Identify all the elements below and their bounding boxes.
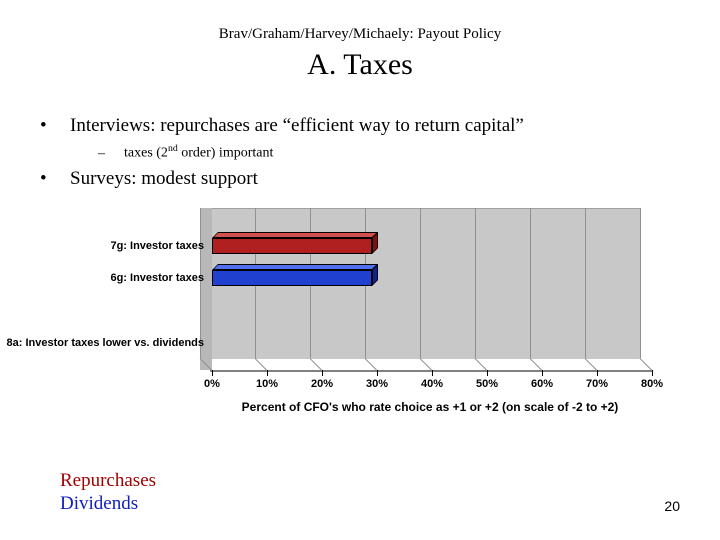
chart-tick-label: 70% [582,378,612,390]
bullet-1-sub: –taxes (2nd order) important [98,143,680,162]
chart-grid-diag [255,358,268,371]
chart-x-axis-title: Percent of CFO's who rate choice as +1 o… [210,400,650,414]
sub-pre: taxes (2 [124,146,168,161]
chart-tick-label: 50% [472,378,502,390]
chart-tick [652,370,653,376]
chart-category-label: 7g: Investor taxes [4,240,204,252]
chart-tick [597,370,598,376]
bullet-list: •Interviews: repurchases are “efficient … [40,115,680,196]
bullet-1-text: Interviews: repurchases are “efficient w… [70,115,524,136]
slide-header: Brav/Graham/Harvey/Michaely: Payout Poli… [0,26,720,43]
chart-tick [212,370,213,376]
chart-gridline [475,208,476,358]
chart-tick [322,370,323,376]
chart-grid-diag [585,358,598,371]
chart-tick [267,370,268,376]
chart-gridline [585,208,586,358]
legend-dividends: Dividends [60,492,156,516]
chart-tick-label: 40% [417,378,447,390]
chart-grid-diag [530,358,543,371]
chart-tick-label: 10% [252,378,282,390]
chart-gridline [530,208,531,358]
chart-grid-diag [475,358,488,371]
legend: Repurchases Dividends [60,469,156,517]
chart-bar [212,238,372,254]
bullet-2-text: Surveys: modest support [70,168,258,189]
chart-tick-label: 60% [527,378,557,390]
chart-plot-area: 0%10%20%30%40%50%60%70%80% [210,220,652,372]
subbullet-marker: – [98,146,124,162]
chart-tick [377,370,378,376]
bullet-2: •Surveys: modest support [40,168,680,190]
chart-tick [487,370,488,376]
slide-title: A. Taxes [0,48,720,82]
bullet-marker: • [40,168,70,190]
chart-tick-label: 0% [197,378,227,390]
chart-tick-label: 30% [362,378,392,390]
sub-post: order) important [178,146,274,161]
legend-repurchases: Repurchases [60,469,156,493]
chart-gridline [640,208,641,358]
survey-chart: 0%10%20%30%40%50%60%70%80% 7g: Investor … [80,220,660,440]
bullet-marker: • [40,115,70,137]
chart-grid-diag [420,358,433,371]
chart-category-label: 8a: Investor taxes lower vs. dividends [4,337,204,349]
sub-sup: nd [168,143,178,154]
bullet-1: •Interviews: repurchases are “efficient … [40,115,680,137]
chart-tick [432,370,433,376]
chart-category-label: 6g: Investor taxes [4,272,204,284]
chart-tick-label: 80% [637,378,667,390]
chart-gridline [420,208,421,358]
chart-tick-label: 20% [307,378,337,390]
page-number: 20 [664,498,680,514]
chart-grid-diag [365,358,378,371]
chart-bar [212,270,372,286]
chart-tick [542,370,543,376]
chart-grid-diag [310,358,323,371]
chart-grid-diag [640,358,653,371]
